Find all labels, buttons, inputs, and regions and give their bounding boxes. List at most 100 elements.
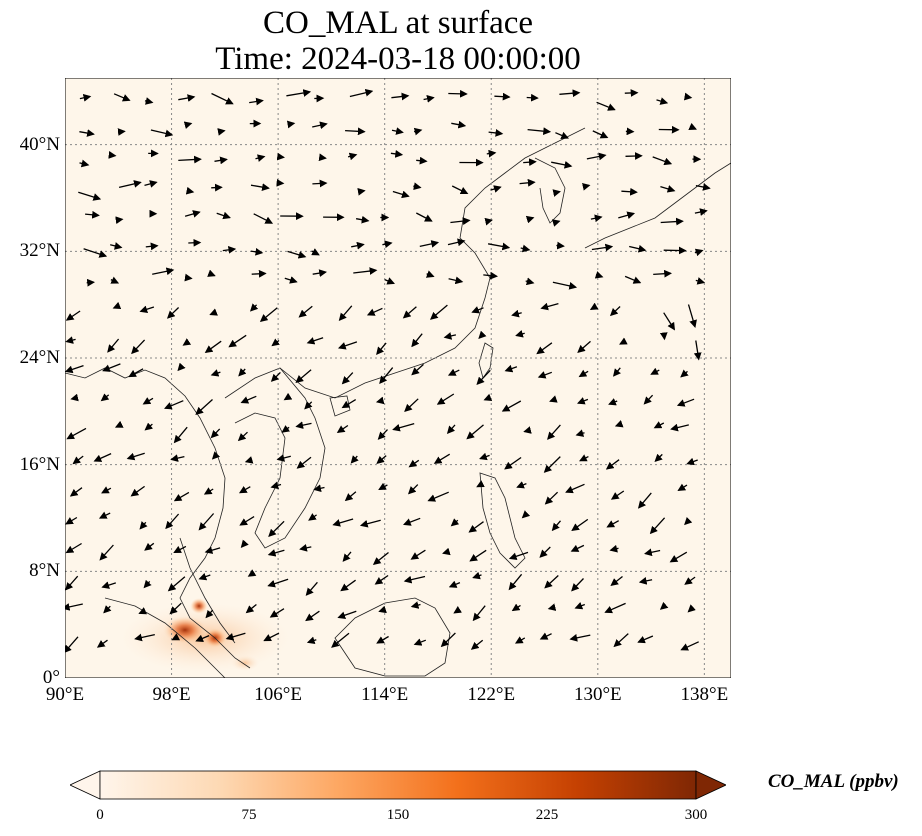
wind-arrow bbox=[508, 551, 529, 561]
wind-arrow bbox=[687, 604, 696, 613]
wind-arrow bbox=[408, 459, 420, 468]
wind-arrow bbox=[72, 455, 84, 465]
wind-arrow bbox=[61, 603, 83, 611]
wind-arrow bbox=[250, 183, 270, 191]
wind-arrow bbox=[331, 632, 350, 648]
wind-arrow bbox=[686, 457, 698, 466]
wind-arrow bbox=[544, 491, 559, 505]
wind-arrow bbox=[350, 455, 359, 464]
wind-arrow bbox=[173, 491, 190, 502]
wind-arrow bbox=[578, 369, 589, 378]
wind-arrow bbox=[110, 276, 120, 284]
wind-arrow bbox=[466, 424, 484, 440]
wind-arrow bbox=[637, 635, 654, 644]
wind-arrow bbox=[571, 578, 584, 592]
wind-arrow bbox=[590, 214, 603, 223]
wind-arrow bbox=[536, 342, 553, 355]
wind-arrow bbox=[643, 394, 654, 405]
wind-arrow bbox=[407, 484, 419, 495]
wind-arrow bbox=[65, 575, 79, 591]
wind-arrow bbox=[237, 431, 248, 442]
wind-arrow bbox=[267, 578, 289, 588]
wind-arrow bbox=[355, 215, 370, 224]
wind-arrow bbox=[173, 545, 187, 554]
wind-arrow bbox=[240, 395, 257, 404]
wind-arrow bbox=[684, 576, 696, 585]
wind-arrow bbox=[65, 542, 82, 554]
lat-lon-gridlines bbox=[65, 78, 731, 678]
colorbar-label: CO_MAL (ppbv) bbox=[768, 771, 899, 792]
wind-arrow bbox=[443, 332, 457, 340]
wind-arrow bbox=[351, 241, 365, 250]
wind-arrow bbox=[660, 185, 676, 193]
coastline-asia-mainland bbox=[64, 367, 251, 669]
wind-arrow bbox=[238, 485, 251, 494]
coastline-taiwan bbox=[478, 342, 494, 379]
wind-arrow bbox=[284, 276, 298, 284]
wind-arrow bbox=[253, 213, 274, 224]
wind-arrow bbox=[650, 367, 660, 375]
wind-arrow bbox=[384, 277, 395, 285]
wind-arrow bbox=[250, 247, 264, 256]
wind-arrow bbox=[637, 492, 652, 509]
wind-arrow bbox=[359, 519, 381, 528]
wind-arrow bbox=[295, 369, 312, 384]
lat-tick-label: 16°N bbox=[19, 453, 60, 475]
wind-arrow bbox=[592, 130, 609, 139]
wind-arrow bbox=[304, 401, 313, 410]
wind-arrow bbox=[619, 337, 628, 345]
wind-arrow bbox=[487, 242, 511, 251]
wind-arrow bbox=[222, 245, 237, 254]
wind-arrow bbox=[164, 400, 184, 410]
wind-arrow bbox=[574, 602, 586, 610]
wind-arrow bbox=[353, 267, 378, 275]
wind-arrow bbox=[318, 153, 327, 162]
wind-arrow bbox=[589, 302, 599, 310]
wind-arrow bbox=[259, 307, 278, 323]
wind-arrow bbox=[610, 490, 625, 500]
wind-arrow bbox=[336, 424, 349, 434]
wind-arrow bbox=[537, 371, 553, 379]
wind-arrow bbox=[402, 517, 421, 526]
wind-arrow bbox=[268, 520, 285, 538]
wind-arrow bbox=[217, 128, 226, 136]
wind-arrow bbox=[448, 89, 468, 98]
wind-arrow bbox=[357, 187, 366, 196]
wind-arrow bbox=[425, 270, 435, 278]
wind-arrow bbox=[433, 453, 451, 464]
coastline-hainan bbox=[329, 395, 351, 417]
wind-arrow bbox=[403, 575, 426, 584]
wind-arrow bbox=[447, 238, 466, 247]
wind-arrow bbox=[65, 336, 76, 344]
wind-arrow bbox=[85, 210, 100, 219]
wind-arrow bbox=[392, 422, 415, 432]
wind-arrow bbox=[144, 180, 158, 188]
wind-arrow bbox=[469, 549, 487, 562]
wind-arrow bbox=[378, 482, 388, 491]
wind-arrow bbox=[527, 127, 552, 136]
wind-arrow bbox=[177, 362, 186, 372]
wind-arrow bbox=[112, 301, 122, 310]
wind-arrow bbox=[516, 481, 527, 489]
wind-arrow bbox=[139, 305, 155, 313]
wind-arrow bbox=[624, 89, 639, 97]
wind-arrow bbox=[586, 152, 607, 161]
wind-arrow bbox=[267, 549, 285, 557]
wind-arrow bbox=[210, 369, 221, 377]
wind-arrow bbox=[79, 94, 92, 102]
colorbar-min-extend bbox=[70, 770, 101, 800]
wind-arrow bbox=[337, 341, 358, 350]
wind-arrow bbox=[207, 269, 216, 277]
wind-arrow bbox=[276, 454, 291, 462]
wind-arrow bbox=[391, 127, 404, 135]
wind-arrow bbox=[98, 511, 111, 519]
coastline-malay-peninsula bbox=[179, 537, 236, 644]
lon-tick-label: 130°E bbox=[573, 684, 622, 705]
wind-arrow bbox=[504, 364, 518, 373]
wind-arrow bbox=[610, 575, 623, 587]
wind-arrow bbox=[582, 182, 591, 191]
wind-arrow bbox=[165, 513, 180, 530]
wind-arrow bbox=[660, 217, 684, 226]
wind-arrow bbox=[296, 456, 312, 469]
wind-arrow bbox=[65, 310, 81, 321]
